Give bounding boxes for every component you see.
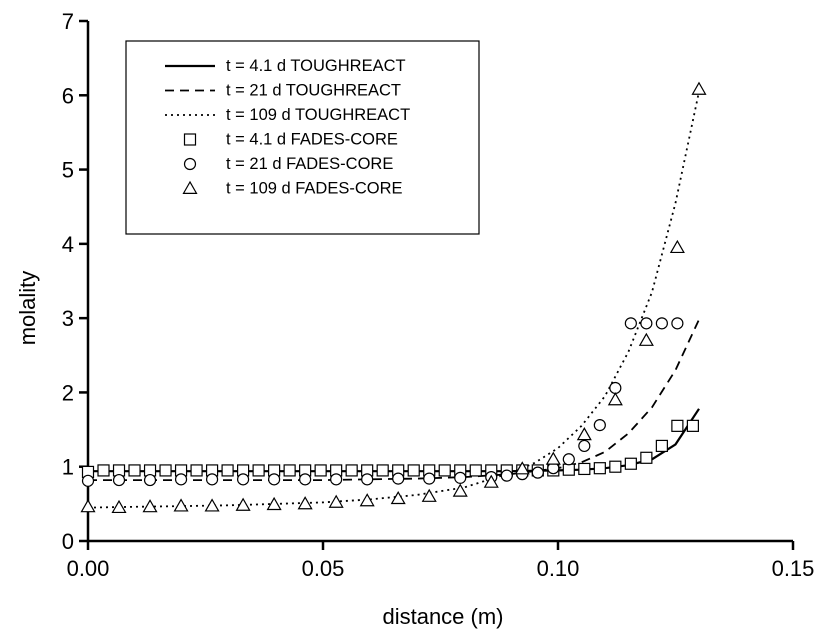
plot-area — [80, 81, 707, 514]
series-line-3 — [87, 91, 700, 509]
data-point-circle — [174, 473, 188, 486]
data-point-triangle — [80, 499, 96, 513]
data-point-square — [190, 464, 203, 477]
data-point-square — [97, 464, 110, 477]
data-point-circle — [237, 473, 250, 486]
legend-marker-square — [183, 133, 197, 146]
legend-label: t = 109 d FADES-CORE — [226, 180, 403, 198]
data-point-circle — [671, 317, 684, 330]
data-point-circle — [330, 473, 343, 486]
y-tick-label: 2 — [62, 380, 74, 405]
y-tick-label: 0 — [62, 529, 74, 554]
data-point-circle — [205, 473, 219, 486]
data-point-square — [283, 464, 296, 477]
data-point-triangle — [638, 332, 654, 346]
data-point-circle — [562, 453, 575, 466]
series-line-1 — [88, 408, 700, 473]
data-point-triangle — [142, 499, 158, 513]
data-point-square — [407, 464, 420, 477]
data-point-circle — [578, 439, 591, 453]
series-line-2 — [88, 319, 700, 482]
data-point-square — [609, 460, 622, 473]
data-point-square — [640, 451, 653, 464]
data-point-circle — [361, 473, 374, 486]
data-point-circle — [112, 473, 126, 487]
x-axis-label: distance (m) — [382, 604, 503, 629]
data-point-triangle — [545, 451, 561, 465]
legend-marker-triangle — [182, 180, 198, 194]
data-point-triangle — [111, 499, 127, 514]
data-point-square — [314, 464, 327, 477]
ticks: 0.00 0.05 0.10 0.15 0 1 2 3 4 5 6 7 — [62, 9, 815, 581]
data-point-circle — [454, 471, 467, 484]
x-tick-label: 0.10 — [537, 556, 580, 581]
data-point-triangle — [266, 496, 282, 511]
data-point-square — [562, 463, 575, 476]
legend-label: t = 21 d FADES-CORE — [226, 155, 393, 173]
data-point-square — [221, 464, 234, 477]
data-point-square — [686, 419, 699, 432]
data-point-triangle — [204, 498, 220, 512]
data-point-circle — [299, 473, 312, 486]
data-point-triangle — [483, 474, 499, 488]
data-point-circle — [423, 472, 436, 485]
data-point-circle — [500, 469, 513, 482]
x-tick-label: 0.05 — [302, 556, 345, 581]
y-tick-label: 6 — [62, 83, 74, 108]
legend-label: t = 21 d TOUGHREACT — [226, 82, 401, 100]
data-point-circle — [531, 466, 544, 479]
legend-label: t = 4.1 d FADES-CORE — [226, 131, 398, 149]
data-point-square — [624, 457, 637, 470]
data-point-circle — [655, 317, 668, 330]
data-point-triangle — [173, 498, 189, 512]
data-point-square — [345, 464, 358, 477]
data-point-circle — [624, 317, 637, 330]
y-tick-label: 3 — [62, 306, 74, 331]
data-point-square — [438, 464, 451, 477]
x-tick-label: 0.15 — [772, 556, 815, 581]
data-point-triangle — [452, 483, 468, 497]
data-point-triangle — [390, 490, 406, 505]
data-point-triangle — [669, 239, 685, 254]
y-tick-label: 7 — [62, 9, 74, 34]
data-point-circle — [143, 473, 157, 487]
data-point-triangle — [421, 488, 437, 502]
data-point-square — [128, 464, 141, 477]
data-point-triangle — [235, 497, 251, 511]
data-point-square — [593, 462, 606, 475]
data-point-square — [469, 464, 482, 477]
data-point-triangle — [359, 493, 375, 507]
data-point-square — [252, 464, 265, 477]
data-point-circle — [81, 474, 95, 487]
data-point-circle — [268, 473, 281, 486]
data-point-triangle — [576, 427, 592, 441]
data-point-square — [671, 419, 684, 432]
data-point-circle — [392, 472, 405, 485]
data-point-square — [578, 462, 591, 476]
data-point-triangle — [607, 392, 623, 406]
y-axis-label: molality — [15, 271, 40, 346]
data-point-circle — [593, 419, 606, 432]
axes — [86, 21, 793, 543]
data-point-square — [376, 464, 389, 477]
legend: t = 4.1 d TOUGHREACT t = 21 d TOUGHREACT t… — [125, 40, 480, 235]
data-point-square — [655, 439, 668, 453]
data-point-triangle — [514, 461, 530, 475]
data-point-circle — [640, 317, 653, 330]
legend-label: t = 4.1 d TOUGHREACT — [226, 57, 406, 75]
x-tick-label: 0.00 — [67, 556, 110, 581]
legend-marker-circle — [183, 157, 197, 171]
y-tick-label: 4 — [62, 232, 74, 257]
y-tick-label: 5 — [62, 158, 74, 183]
data-point-circle — [609, 381, 622, 395]
data-point-square — [159, 464, 172, 477]
data-point-triangle — [691, 81, 707, 95]
data-point-triangle — [297, 496, 313, 510]
legend-label: t = 109 d TOUGHREACT — [226, 106, 410, 124]
y-tick-label: 1 — [62, 455, 74, 480]
data-point-triangle — [328, 494, 344, 508]
